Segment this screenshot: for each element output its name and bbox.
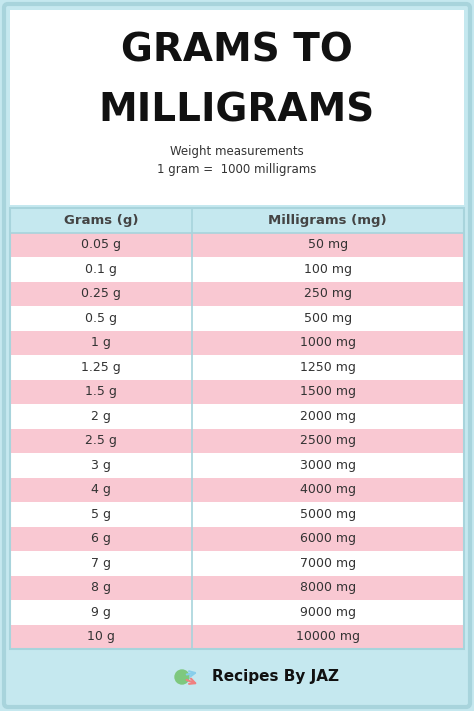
Text: 9000 mg: 9000 mg xyxy=(300,606,356,619)
Text: 6 g: 6 g xyxy=(91,533,111,545)
Text: 4 g: 4 g xyxy=(91,483,111,496)
FancyBboxPatch shape xyxy=(10,257,464,282)
FancyBboxPatch shape xyxy=(10,282,464,306)
Text: MILLIGRAMS: MILLIGRAMS xyxy=(99,91,375,129)
FancyBboxPatch shape xyxy=(10,575,464,600)
Text: 1.5 g: 1.5 g xyxy=(85,385,117,398)
Text: Recipes By JAZ: Recipes By JAZ xyxy=(212,670,339,685)
FancyBboxPatch shape xyxy=(10,453,464,478)
FancyBboxPatch shape xyxy=(10,551,464,575)
Text: 10 g: 10 g xyxy=(87,630,115,643)
FancyBboxPatch shape xyxy=(10,306,464,331)
FancyBboxPatch shape xyxy=(10,502,464,527)
Text: 1250 mg: 1250 mg xyxy=(300,360,356,374)
Text: 8 g: 8 g xyxy=(91,582,111,594)
Text: 1000 mg: 1000 mg xyxy=(300,336,356,349)
Text: GRAMS TO: GRAMS TO xyxy=(121,31,353,69)
Circle shape xyxy=(175,670,189,684)
FancyBboxPatch shape xyxy=(10,10,464,205)
Text: 9 g: 9 g xyxy=(91,606,111,619)
Text: Weight measurements: Weight measurements xyxy=(170,146,304,159)
Text: 2500 mg: 2500 mg xyxy=(300,434,356,447)
FancyBboxPatch shape xyxy=(10,208,464,232)
FancyBboxPatch shape xyxy=(10,624,464,649)
Text: 100 mg: 100 mg xyxy=(304,263,352,276)
Text: 4000 mg: 4000 mg xyxy=(300,483,356,496)
FancyBboxPatch shape xyxy=(10,355,464,380)
Text: 0.5 g: 0.5 g xyxy=(85,311,117,325)
FancyBboxPatch shape xyxy=(10,527,464,551)
FancyBboxPatch shape xyxy=(10,600,464,624)
Text: 1500 mg: 1500 mg xyxy=(300,385,356,398)
FancyBboxPatch shape xyxy=(10,429,464,453)
Text: 0.25 g: 0.25 g xyxy=(81,287,121,300)
Text: 1 gram =  1000 milligrams: 1 gram = 1000 milligrams xyxy=(157,164,317,176)
FancyBboxPatch shape xyxy=(10,380,464,404)
Text: 10000 mg: 10000 mg xyxy=(296,630,360,643)
Text: 50 mg: 50 mg xyxy=(308,238,348,251)
Text: 250 mg: 250 mg xyxy=(304,287,352,300)
FancyBboxPatch shape xyxy=(4,4,470,707)
Text: 1.25 g: 1.25 g xyxy=(81,360,121,374)
Text: 2 g: 2 g xyxy=(91,410,111,423)
FancyBboxPatch shape xyxy=(10,331,464,355)
Text: 0.1 g: 0.1 g xyxy=(85,263,117,276)
Text: 7000 mg: 7000 mg xyxy=(300,557,356,570)
FancyBboxPatch shape xyxy=(10,232,464,257)
Text: 3000 mg: 3000 mg xyxy=(300,459,356,472)
FancyBboxPatch shape xyxy=(10,478,464,502)
Text: 5000 mg: 5000 mg xyxy=(300,508,356,520)
Text: 2000 mg: 2000 mg xyxy=(300,410,356,423)
Text: 2.5 g: 2.5 g xyxy=(85,434,117,447)
Text: 5 g: 5 g xyxy=(91,508,111,520)
Text: Milligrams (mg): Milligrams (mg) xyxy=(268,214,387,227)
Text: 6000 mg: 6000 mg xyxy=(300,533,356,545)
FancyBboxPatch shape xyxy=(10,404,464,429)
Text: 3 g: 3 g xyxy=(91,459,111,472)
Text: 1 g: 1 g xyxy=(91,336,111,349)
Text: Grams (g): Grams (g) xyxy=(64,214,138,227)
Text: 7 g: 7 g xyxy=(91,557,111,570)
Text: 8000 mg: 8000 mg xyxy=(300,582,356,594)
Text: 0.05 g: 0.05 g xyxy=(81,238,121,251)
Text: 500 mg: 500 mg xyxy=(304,311,352,325)
